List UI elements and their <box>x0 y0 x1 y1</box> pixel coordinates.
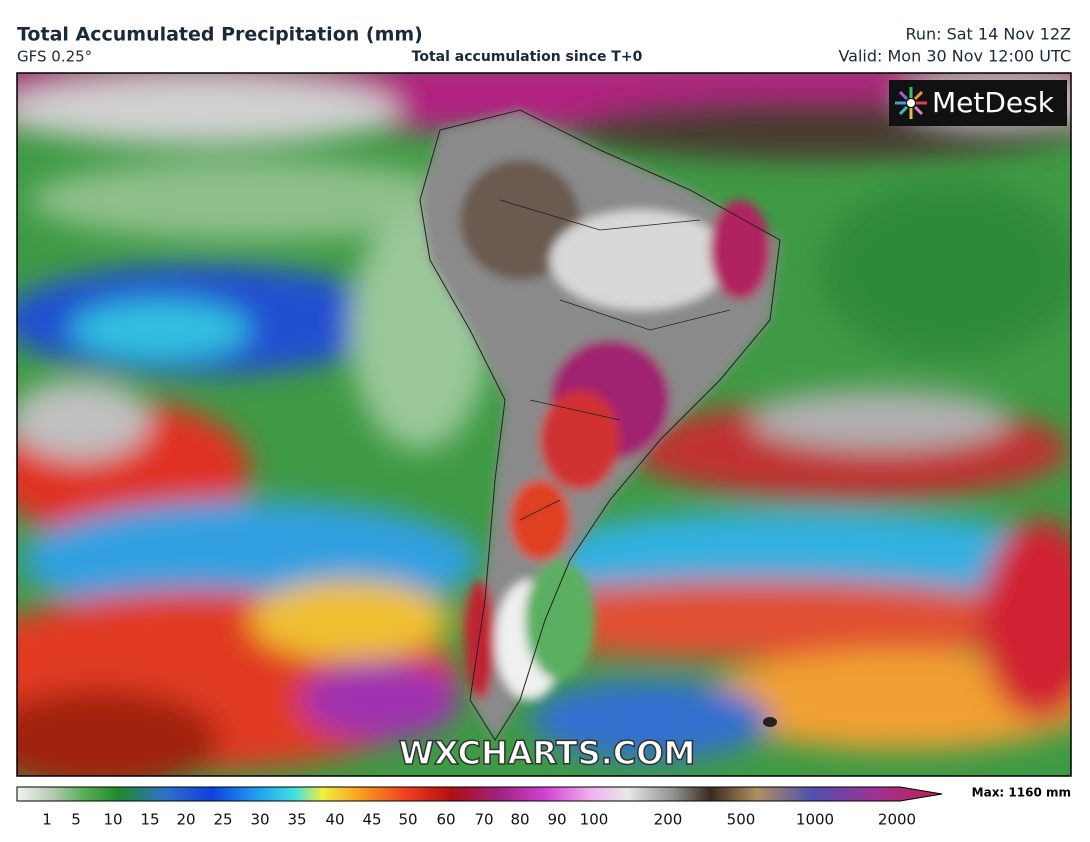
colorbar-tick-label: 40 <box>325 811 344 829</box>
colorbar-tick-label: 1000 <box>796 811 834 829</box>
map-frame <box>16 72 1072 777</box>
colorbar-tick-label: 25 <box>213 811 232 829</box>
valid: Valid: Mon 30 Nov 12:00 UTC <box>838 47 1071 66</box>
watermark: WXCHARTS.COM <box>399 734 696 772</box>
colorbar-tick-label: 500 <box>727 811 756 829</box>
colorbar-tick-label: 5 <box>71 811 81 829</box>
subtitle: Total accumulation since T+0 <box>412 49 643 65</box>
colorbar-max: Max: 1160 mm <box>972 786 1071 800</box>
colorbar-tick-label: 20 <box>176 811 195 829</box>
colorbar-tick-label: 30 <box>250 811 269 829</box>
colorbar-tick-label: 80 <box>510 811 529 829</box>
colorbar-tick-label: 10 <box>103 811 122 829</box>
colorbar-tick-label: 60 <box>436 811 455 829</box>
colorbar-tick-label: 2000 <box>878 811 916 829</box>
title: Total Accumulated Precipitation (mm) <box>17 24 423 46</box>
colorbar-tick-label: 90 <box>547 811 566 829</box>
colorbar-tick-label: 50 <box>398 811 417 829</box>
colorbar-tick-label: 1 <box>42 811 52 829</box>
colorbar-tick-label: 70 <box>474 811 493 829</box>
colorbar-tick-label: 35 <box>287 811 306 829</box>
colorbar-tick-label: 100 <box>580 811 609 829</box>
logo: MetDesk <box>932 86 1055 119</box>
colorbar-tick-label: 15 <box>140 811 159 829</box>
colorbar-tick-label: 200 <box>654 811 683 829</box>
colorbar <box>16 786 943 802</box>
precip-map <box>17 73 1071 776</box>
model: GFS 0.25° <box>17 48 92 66</box>
logo-icon <box>895 87 927 119</box>
run: Run: Sat 14 Nov 12Z <box>905 25 1071 44</box>
colorbar-tick-label: 45 <box>362 811 381 829</box>
colorbar-ticks: 1 5 10 15 20 25 30 35 40 45 50 60 70 80 90 100 200 500 100… <box>42 811 916 829</box>
